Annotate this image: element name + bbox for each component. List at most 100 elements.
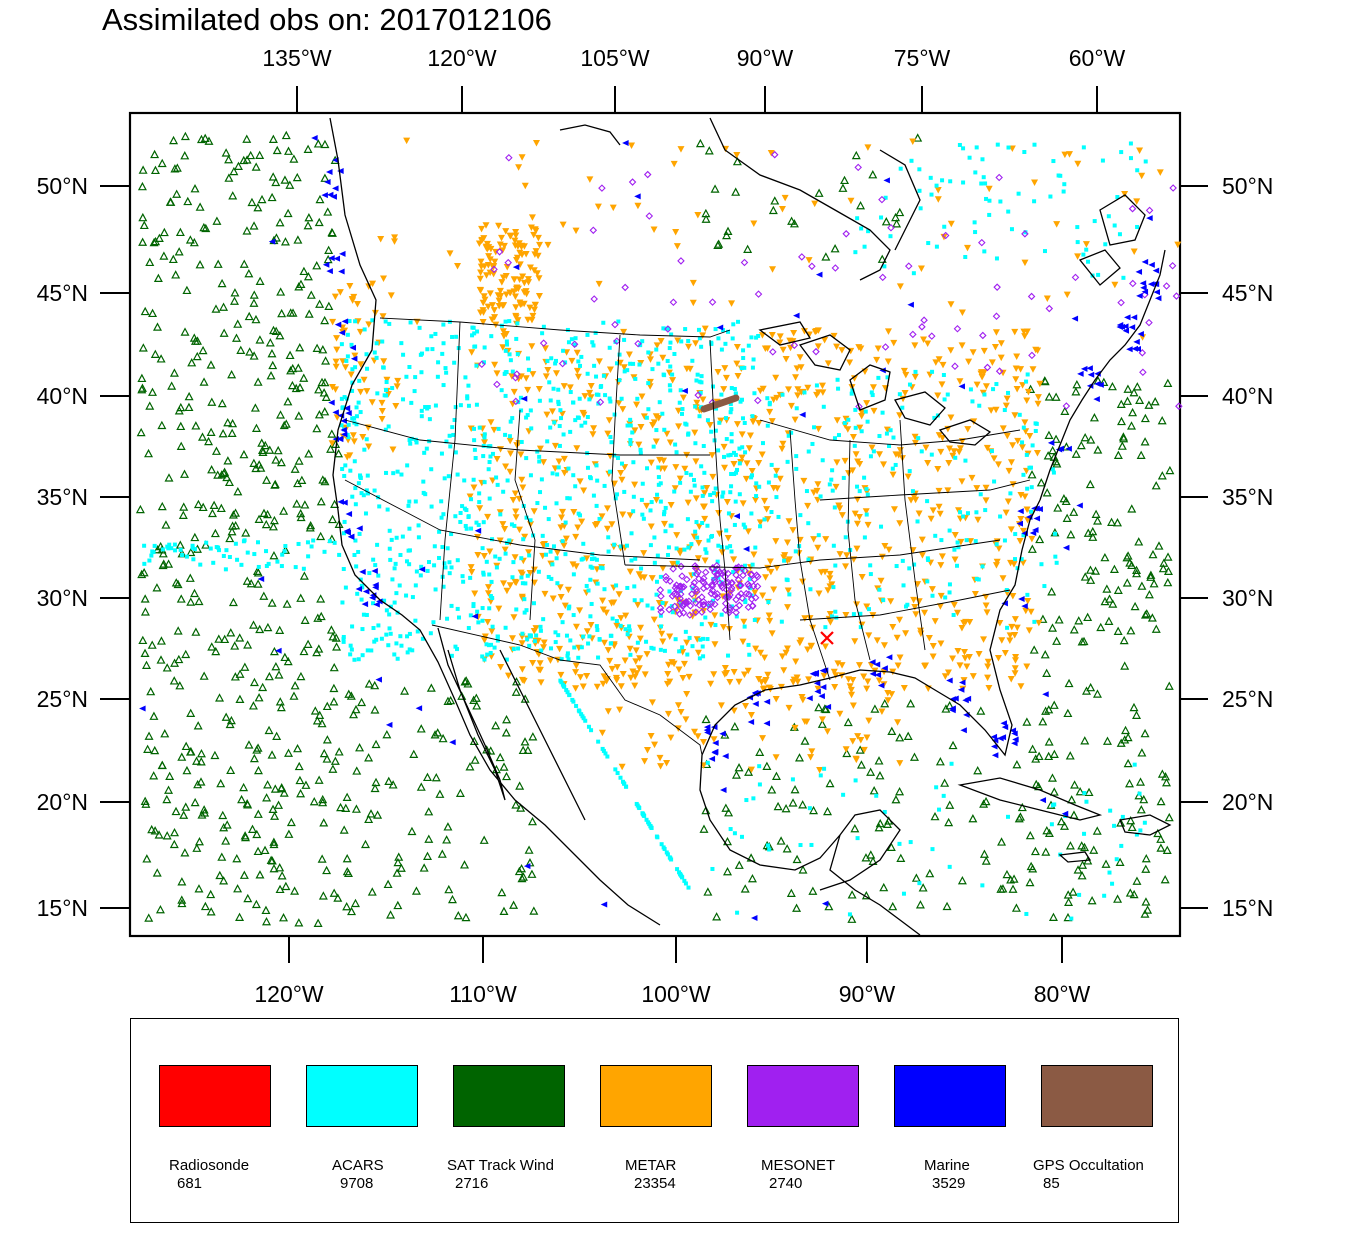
acars-marker: [608, 399, 613, 404]
sat-wind-marker: [297, 475, 307, 484]
acars-marker: [419, 408, 424, 413]
metar-marker: [509, 497, 517, 504]
acars-marker: [550, 562, 555, 567]
acars-marker: [453, 514, 458, 519]
acars-marker: [565, 690, 570, 695]
metar-marker: [643, 651, 651, 658]
metar-marker: [701, 515, 709, 523]
sat-wind-marker: [303, 639, 313, 648]
sat-wind-marker: [270, 480, 280, 489]
marine-marker: [1128, 324, 1136, 331]
sat-wind-marker: [1135, 395, 1145, 404]
metar-marker: [762, 574, 770, 581]
metar-marker: [560, 383, 568, 390]
sat-wind-marker: [1160, 874, 1170, 884]
marine-marker: [763, 698, 771, 705]
acars-marker: [519, 575, 524, 580]
acars-marker: [628, 423, 633, 428]
metar-marker: [832, 483, 840, 491]
acars-marker: [855, 216, 860, 221]
sat-wind-marker: [180, 469, 190, 478]
sat-wind-marker: [320, 315, 330, 325]
acars-marker: [661, 372, 666, 377]
acars-marker: [716, 543, 721, 548]
metar-marker: [701, 557, 709, 564]
bottom-tick-label: 120°W: [254, 981, 324, 1007]
acars-marker: [503, 348, 508, 353]
acars-marker: [596, 655, 601, 660]
acars-marker: [345, 332, 350, 337]
acars-marker: [441, 584, 446, 589]
sat-wind-marker: [326, 625, 336, 634]
mesonet-marker: [676, 590, 685, 598]
sat-wind-marker: [814, 188, 824, 197]
acars-marker: [354, 405, 359, 410]
acars-marker: [887, 443, 892, 448]
metar-marker: [572, 563, 580, 570]
sat-wind-marker: [528, 816, 538, 826]
acars-marker: [353, 319, 358, 324]
metar-marker: [994, 461, 1002, 468]
acars-marker: [915, 519, 920, 524]
sat-wind-marker: [511, 687, 521, 696]
metar-marker: [1011, 412, 1019, 419]
mesonet-marker: [737, 581, 745, 590]
acars-marker: [476, 522, 481, 527]
marine-marker: [333, 255, 341, 262]
acars-marker: [435, 374, 440, 379]
sat-wind-marker: [1101, 859, 1111, 868]
sat-wind-marker: [491, 720, 501, 730]
sat-wind-marker: [303, 272, 313, 281]
acars-marker: [673, 442, 678, 447]
mesonet-marker: [708, 580, 716, 589]
acars-marker: [592, 363, 597, 368]
metar-marker: [950, 601, 958, 609]
acars-marker: [614, 361, 619, 366]
acars-marker: [865, 492, 870, 497]
acars-marker: [753, 545, 758, 550]
acars-marker: [484, 642, 489, 647]
legend-item-sat-track-wind: SAT Track Wind 2716: [447, 1065, 565, 1192]
acars-marker: [372, 488, 377, 493]
metar-marker: [384, 390, 392, 398]
acars-marker: [387, 626, 392, 631]
acars-marker: [623, 627, 628, 632]
acars-marker: [537, 459, 542, 464]
acars-marker: [654, 347, 659, 352]
marine-marker: [1126, 346, 1133, 353]
metar-marker: [694, 733, 702, 740]
sat-wind-marker: [223, 417, 233, 427]
acars-marker: [723, 341, 728, 346]
metar-marker: [544, 241, 552, 249]
sat-wind-marker: [313, 918, 323, 927]
acars-marker: [399, 643, 404, 648]
sat-wind-marker: [141, 660, 152, 670]
acars-marker: [703, 615, 708, 620]
metar-marker: [804, 502, 812, 510]
sat-wind-marker: [370, 680, 380, 690]
metar-marker: [748, 467, 756, 475]
metar-marker: [598, 729, 606, 737]
acars-marker: [943, 595, 948, 600]
mesonet-marker: [742, 589, 751, 598]
mesonet-marker: [855, 402, 863, 411]
sat-wind-marker: [248, 824, 258, 833]
sat-wind-marker: [195, 202, 205, 211]
metar-marker: [878, 708, 886, 715]
sat-wind-marker: [294, 456, 304, 465]
metar-marker: [747, 766, 755, 774]
metar-marker: [520, 279, 528, 287]
sat-wind-marker: [249, 298, 259, 307]
sat-wind-marker: [935, 757, 945, 766]
sat-wind-marker: [1065, 751, 1075, 760]
sat-wind-marker: [1042, 668, 1052, 677]
sat-wind-marker: [320, 173, 330, 182]
acars-marker: [341, 531, 346, 536]
sat-wind-marker: [152, 583, 162, 592]
sat-wind-marker: [1141, 853, 1151, 863]
acars-marker: [539, 648, 544, 653]
acars-marker: [757, 764, 762, 769]
metar-marker: [501, 526, 509, 533]
acars-marker: [364, 437, 369, 442]
mesonet-marker: [722, 593, 730, 601]
